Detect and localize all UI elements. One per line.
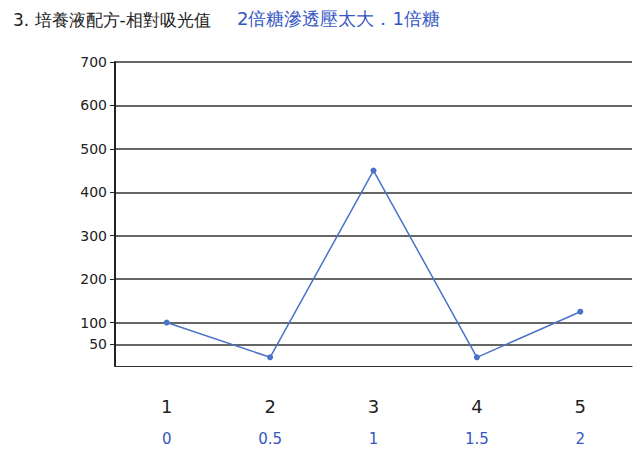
svg-text:2: 2 xyxy=(264,396,275,417)
svg-text:3. 培養液配方-相對吸光值: 3. 培養液配方-相對吸光值 xyxy=(13,10,211,30)
svg-text:500: 500 xyxy=(80,141,107,157)
svg-text:700: 700 xyxy=(80,54,107,70)
svg-text:4: 4 xyxy=(471,396,482,417)
svg-text:2倍糖滲透壓太大．1倍糖: 2倍糖滲透壓太大．1倍糖 xyxy=(237,8,440,29)
svg-text:50: 50 xyxy=(89,336,107,352)
svg-text:2: 2 xyxy=(576,430,586,448)
svg-text:0: 0 xyxy=(162,430,172,448)
svg-text:1.5: 1.5 xyxy=(465,430,489,448)
svg-text:300: 300 xyxy=(80,228,107,244)
svg-text:100: 100 xyxy=(80,315,107,331)
svg-text:3: 3 xyxy=(368,396,379,417)
svg-text:0.5: 0.5 xyxy=(258,430,282,448)
svg-text:400: 400 xyxy=(80,184,107,200)
svg-text:5: 5 xyxy=(575,396,586,417)
svg-text:600: 600 xyxy=(80,97,107,113)
svg-text:1: 1 xyxy=(161,396,172,417)
svg-text:200: 200 xyxy=(80,271,107,287)
svg-text:1: 1 xyxy=(369,430,379,448)
